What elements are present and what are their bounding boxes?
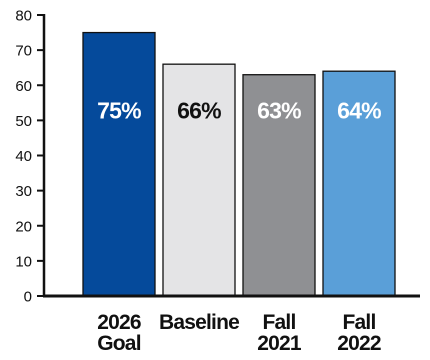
y-tick-label: 70 (15, 43, 32, 60)
y-tick-label: 50 (15, 113, 32, 130)
y-tick-label: 0 (24, 289, 32, 306)
category-label-1-line-2: Goal (97, 332, 140, 355)
y-tick-label: 80 (15, 8, 32, 25)
bar-2 (162, 63, 236, 297)
y-tick-label: 40 (15, 148, 32, 165)
y-tick-label: 30 (15, 183, 32, 200)
y-tick-label: 60 (15, 78, 32, 95)
category-label-4-line-1: Fall (343, 311, 376, 334)
y-axis: 0 10 20 30 40 50 60 70 80 (15, 8, 46, 306)
category-label-1-line-1: 2026 (97, 311, 141, 334)
data-label-2: 66% (177, 98, 221, 124)
y-tick-label: 20 (15, 218, 32, 235)
data-labels: 75% 66% 63% 64% (97, 98, 382, 124)
bar-3 (242, 74, 316, 297)
category-label-2-line-1: Baseline (159, 311, 239, 334)
data-label-4: 64% (337, 98, 381, 124)
category-label-4-line-2: 2022 (337, 332, 381, 355)
category-label-3-line-2: 2021 (257, 332, 302, 355)
bar-1 (82, 31, 156, 297)
bars (82, 31, 396, 297)
data-label-3: 63% (257, 98, 301, 124)
data-label-1: 75% (97, 98, 141, 124)
y-tick-label: 10 (15, 253, 32, 270)
category-label-3-line-1: Fall (263, 311, 296, 334)
